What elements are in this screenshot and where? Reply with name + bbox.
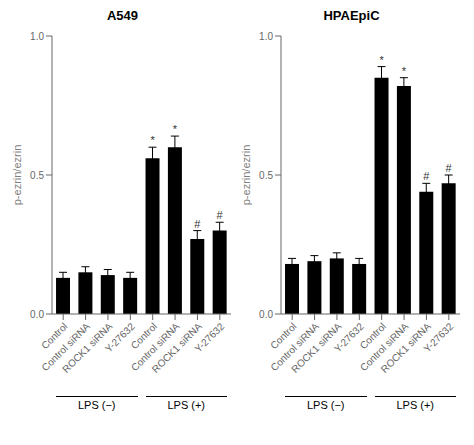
svg-text:0.0: 0.0 [259, 309, 273, 320]
svg-text:0.5: 0.5 [30, 170, 44, 181]
html-text:LPS (+): LPS (+) [167, 399, 205, 411]
svg-text:*: * [173, 123, 178, 135]
svg-text:ROCK1 siRNA: ROCK1 siRNA [289, 320, 344, 375]
svg-text:Control: Control [39, 320, 70, 352]
svg-text:1.0: 1.0 [259, 31, 273, 42]
svg-text:p-ezrin/ezrin: p-ezrin/ezrin [240, 145, 252, 206]
svg-text:1.0: 1.0 [30, 31, 44, 42]
svg-text:p-ezrin/ezrin: p-ezrin/ezrin [11, 145, 23, 206]
svg-text:Control siRNA: Control siRNA [357, 320, 411, 374]
svg-text:*: * [402, 65, 407, 77]
svg-text:#: # [423, 170, 430, 182]
svg-text:Y-27632: Y-27632 [103, 320, 137, 354]
svg-text:ROCK1 siRNA: ROCK1 siRNA [378, 320, 433, 375]
html-text:HPAEpiC: HPAEpiC [323, 8, 380, 23]
svg-text:ROCK1 siRNA: ROCK1 siRNA [60, 320, 115, 375]
html-text:LPS (−): LPS (−) [306, 399, 345, 411]
svg-text:ROCK1 siRNA: ROCK1 siRNA [149, 320, 204, 375]
svg-text:Control siRNA: Control siRNA [268, 320, 321, 374]
svg-text:#: # [446, 162, 453, 174]
svg-text:Y-27632: Y-27632 [421, 320, 455, 354]
html-text:A549: A549 [107, 8, 138, 23]
svg-text:#: # [217, 209, 224, 221]
svg-text:0.5: 0.5 [259, 170, 273, 181]
svg-text:Control siRNA: Control siRNA [128, 320, 182, 374]
svg-text:*: * [150, 134, 155, 146]
svg-text:Control siRNA: Control siRNA [39, 320, 92, 374]
svg-text:#: # [194, 218, 201, 230]
svg-text:Y-27632: Y-27632 [192, 320, 226, 354]
svg-text:0.0: 0.0 [30, 309, 44, 320]
html-text:LPS (+): LPS (+) [396, 399, 434, 411]
svg-text:Control: Control [268, 320, 299, 352]
svg-text:Y-27632: Y-27632 [332, 320, 366, 354]
svg-text:*: * [379, 54, 384, 66]
svg-text:Control: Control [128, 320, 160, 352]
svg-text:Control: Control [357, 320, 389, 352]
html-text:LPS (−): LPS (−) [77, 399, 116, 411]
